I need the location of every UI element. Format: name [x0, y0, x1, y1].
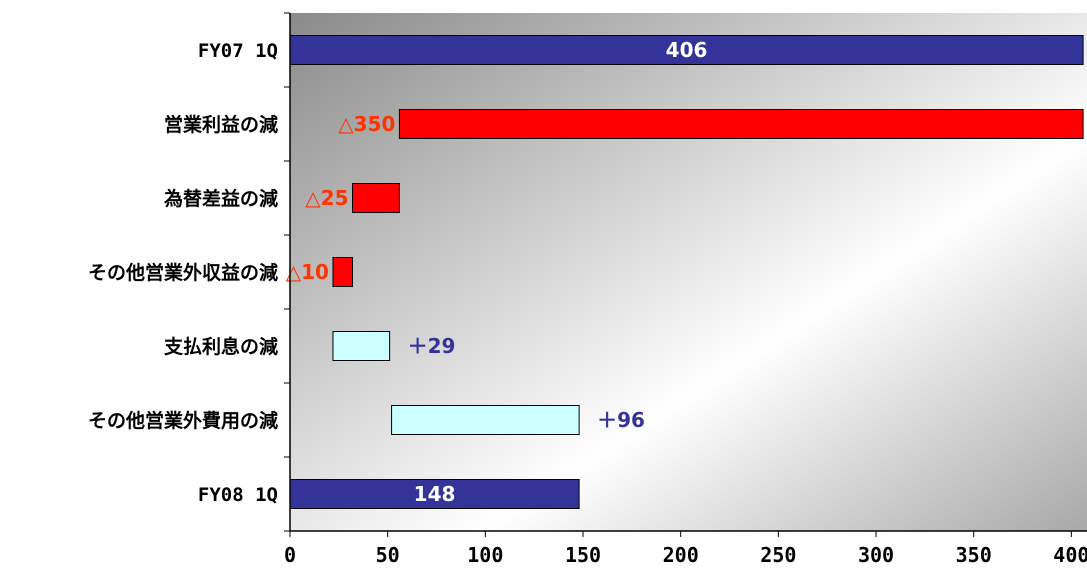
data-label: △25	[305, 186, 348, 210]
category-label: FY07 1Q	[198, 40, 278, 62]
x-tick-label: 300	[858, 543, 894, 567]
x-tick-label: 0	[284, 543, 296, 567]
bar	[398, 109, 1084, 139]
category-label: FY08 1Q	[198, 484, 278, 506]
data-label: ＋29	[408, 334, 456, 358]
category-label: 支払利息の減	[163, 335, 278, 358]
category-label: その他営業外収益の減	[88, 261, 278, 284]
data-label: △350	[338, 112, 395, 136]
x-tick-label: 50	[376, 543, 400, 567]
plot-area	[290, 13, 1087, 531]
category-label: 営業利益の減	[164, 113, 278, 136]
bar	[332, 257, 354, 287]
data-label: 406	[666, 38, 708, 62]
x-tick-label: 250	[760, 543, 796, 567]
category-label: 為替差益の減	[164, 187, 278, 210]
bar	[289, 479, 580, 509]
bar	[391, 405, 580, 435]
x-tick-label: 350	[956, 543, 992, 567]
x-tick-label: 400	[1053, 543, 1087, 567]
bar	[352, 183, 400, 213]
x-tick-label: 200	[663, 543, 699, 567]
data-label: ＋96	[597, 408, 645, 432]
x-tick-label: 150	[565, 543, 601, 567]
data-label: 148	[414, 482, 456, 506]
bar	[332, 331, 391, 361]
x-tick-label: 100	[467, 543, 503, 567]
category-label: その他営業外費用の減	[88, 409, 278, 432]
data-label: △10	[286, 260, 329, 284]
